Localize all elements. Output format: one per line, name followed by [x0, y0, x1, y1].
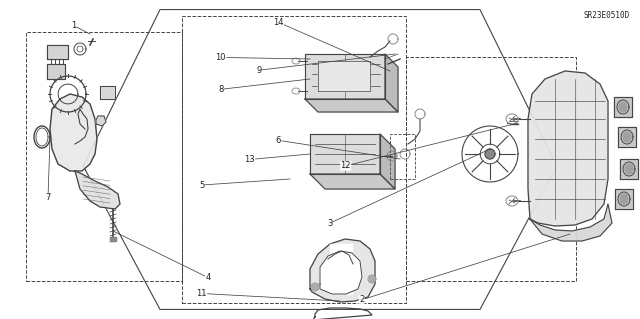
Polygon shape [485, 149, 495, 159]
Text: 8: 8 [218, 85, 223, 94]
Text: SR23E0510D: SR23E0510D [584, 11, 630, 20]
Polygon shape [318, 61, 370, 91]
Text: 12: 12 [340, 161, 351, 170]
Polygon shape [100, 86, 115, 99]
Polygon shape [330, 244, 352, 294]
Polygon shape [614, 97, 632, 117]
Polygon shape [75, 171, 120, 209]
Polygon shape [47, 64, 65, 79]
Polygon shape [620, 194, 628, 204]
Polygon shape [47, 45, 68, 59]
Text: 1: 1 [71, 21, 76, 30]
Polygon shape [530, 204, 612, 241]
Text: 2: 2 [359, 295, 364, 304]
Text: 5: 5 [199, 181, 204, 189]
Polygon shape [110, 237, 116, 241]
Text: 10: 10 [216, 53, 226, 62]
Polygon shape [528, 71, 608, 226]
Polygon shape [310, 134, 380, 174]
Polygon shape [310, 174, 395, 189]
Text: 14: 14 [273, 18, 284, 27]
Polygon shape [380, 134, 395, 189]
Polygon shape [320, 251, 362, 294]
Polygon shape [619, 102, 627, 112]
Polygon shape [305, 54, 385, 99]
Text: 11: 11 [196, 289, 207, 298]
Polygon shape [618, 127, 636, 147]
Polygon shape [369, 276, 375, 282]
Polygon shape [385, 54, 398, 112]
Polygon shape [623, 132, 631, 142]
Polygon shape [625, 164, 633, 174]
Polygon shape [305, 99, 398, 112]
Text: 3: 3 [327, 219, 332, 228]
Text: 13: 13 [244, 155, 255, 164]
Polygon shape [50, 94, 97, 171]
Text: 4: 4 [205, 273, 211, 282]
Polygon shape [620, 159, 638, 179]
Polygon shape [615, 189, 633, 209]
Text: 9: 9 [257, 66, 262, 75]
Text: 6: 6 [276, 136, 281, 145]
Polygon shape [312, 284, 318, 290]
Polygon shape [310, 239, 375, 302]
Polygon shape [96, 116, 106, 126]
Text: 7: 7 [45, 193, 51, 202]
